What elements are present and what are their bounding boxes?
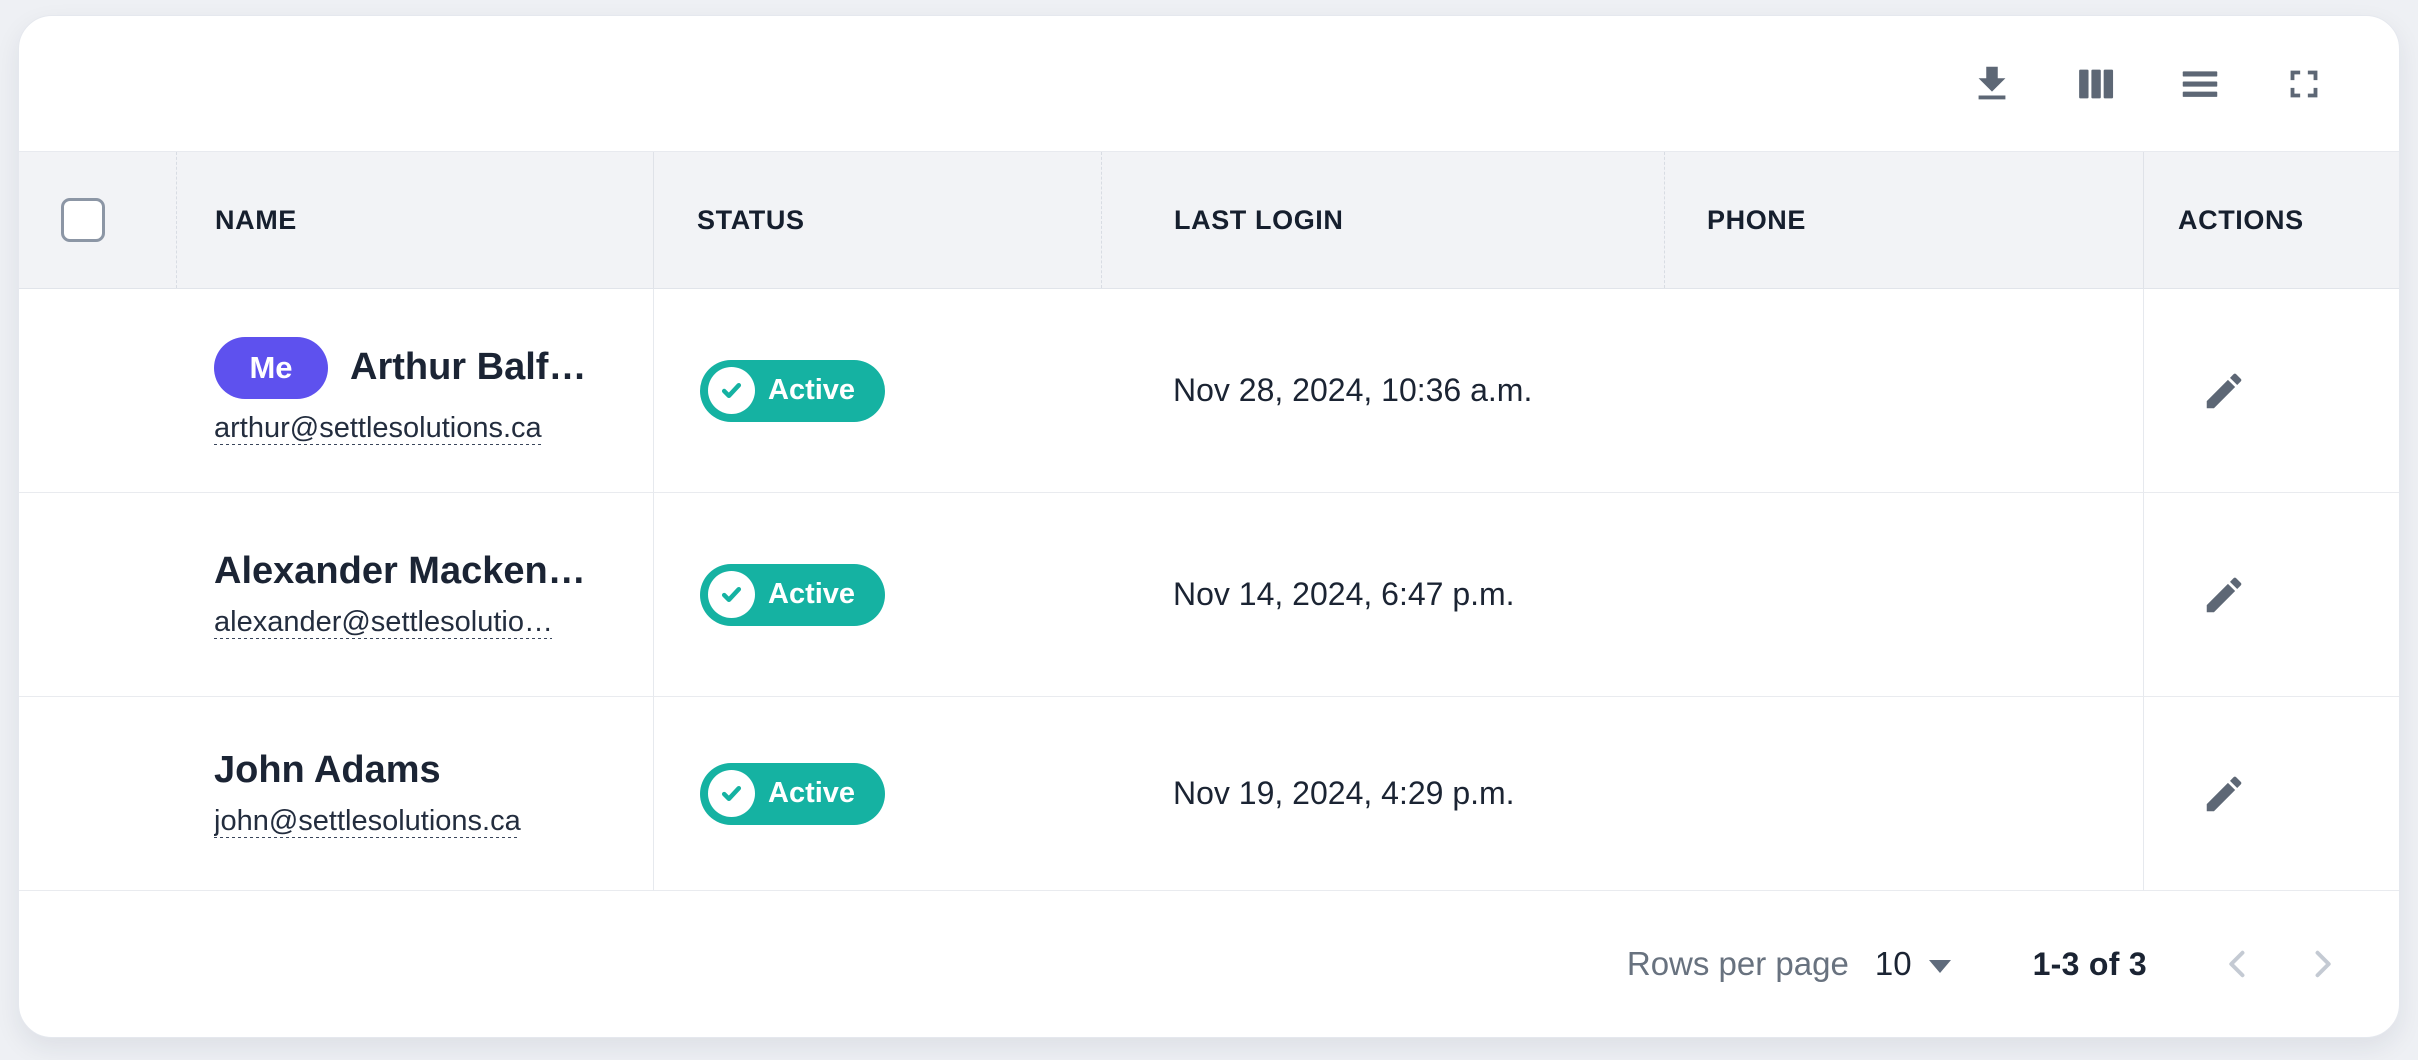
table-row: John Adams john@settlesolutions.ca Activ… bbox=[19, 697, 2399, 891]
row-cell-phone bbox=[1664, 493, 2143, 697]
row-cell-last-login: Nov 19, 2024, 4:29 p.m. bbox=[1101, 697, 1664, 891]
row-cell-status: Active bbox=[653, 493, 1101, 697]
user-email-link[interactable]: alexander@settlesolutio… bbox=[214, 606, 553, 638]
status-label: Active bbox=[768, 374, 856, 406]
row-cell-checkbox bbox=[19, 697, 176, 891]
row-cell-actions bbox=[2143, 697, 2399, 891]
density-icon bbox=[2177, 61, 2223, 107]
caret-down-icon bbox=[1928, 959, 1951, 973]
columns-icon bbox=[2073, 61, 2119, 107]
last-login-value: Nov 14, 2024, 6:47 p.m. bbox=[1173, 576, 1515, 612]
users-table-card: NAME STATUS LAST LOGIN PHONE ACTIONS Me bbox=[18, 15, 2400, 1038]
column-label-last-login: LAST LOGIN bbox=[1174, 204, 1344, 235]
edit-user-button[interactable] bbox=[2196, 766, 2252, 822]
table-footer: Rows per page 10 1-3 of 3 bbox=[19, 891, 2399, 1037]
check-icon bbox=[708, 571, 755, 618]
row-cell-actions bbox=[2143, 493, 2399, 697]
manage-columns-button[interactable] bbox=[2067, 55, 2125, 113]
pagination-range-label: 1-3 of 3 bbox=[2032, 945, 2147, 982]
chevron-right-icon bbox=[2304, 946, 2340, 982]
fullscreen-button[interactable] bbox=[2275, 55, 2333, 113]
header-cell-phone[interactable]: PHONE bbox=[1664, 152, 2143, 288]
row-cell-name: Alexander Macken… alexander@settlesoluti… bbox=[176, 493, 653, 697]
download-icon bbox=[1969, 61, 2015, 107]
table-toolbar bbox=[19, 16, 2399, 151]
chevron-left-icon bbox=[2220, 946, 2256, 982]
pencil-icon bbox=[2201, 572, 2247, 618]
user-email-link[interactable]: john@settlesolutions.ca bbox=[214, 805, 521, 837]
header-cell-name[interactable]: NAME bbox=[176, 152, 653, 288]
me-badge: Me bbox=[214, 336, 328, 399]
rows-per-page-label: Rows per page bbox=[1626, 945, 1849, 982]
density-button[interactable] bbox=[2171, 55, 2229, 113]
header-cell-last-login[interactable]: LAST LOGIN bbox=[1101, 152, 1664, 288]
row-cell-phone bbox=[1664, 289, 2143, 493]
table-row: Alexander Macken… alexander@settlesoluti… bbox=[19, 493, 2399, 697]
row-cell-phone bbox=[1664, 697, 2143, 891]
row-cell-name: John Adams john@settlesolutions.ca bbox=[176, 697, 653, 891]
row-cell-last-login: Nov 28, 2024, 10:36 a.m. bbox=[1101, 289, 1664, 493]
table-row: Me Arthur Balf… arthur@settlesolutions.c… bbox=[19, 289, 2399, 493]
last-login-value: Nov 28, 2024, 10:36 a.m. bbox=[1173, 372, 1533, 408]
export-download-button[interactable] bbox=[1963, 55, 2021, 113]
fullscreen-icon bbox=[2281, 61, 2327, 107]
status-label: Active bbox=[768, 777, 856, 809]
check-icon bbox=[708, 770, 755, 817]
user-name: John Adams bbox=[214, 749, 441, 791]
row-cell-checkbox bbox=[19, 493, 176, 697]
row-cell-name: Me Arthur Balf… arthur@settlesolutions.c… bbox=[176, 289, 653, 493]
row-cell-status: Active bbox=[653, 697, 1101, 891]
rows-per-page-value: 10 bbox=[1874, 945, 1912, 982]
check-icon bbox=[708, 367, 755, 414]
rows-per-page-select[interactable]: 10 bbox=[1875, 945, 1951, 983]
user-name: Alexander Macken… bbox=[214, 550, 586, 592]
last-login-value: Nov 19, 2024, 4:29 p.m. bbox=[1173, 775, 1515, 811]
next-page-button[interactable] bbox=[2293, 935, 2351, 993]
user-email-link[interactable]: arthur@settlesolutions.ca bbox=[214, 411, 542, 444]
select-all-checkbox[interactable] bbox=[61, 198, 105, 242]
edit-user-button[interactable] bbox=[2196, 363, 2252, 419]
user-name: Arthur Balf… bbox=[350, 346, 587, 388]
column-label-phone: PHONE bbox=[1707, 204, 1807, 235]
previous-page-button[interactable] bbox=[2209, 935, 2267, 993]
pagination-controls bbox=[2209, 935, 2351, 993]
edit-user-button[interactable] bbox=[2196, 567, 2252, 623]
column-label-name: NAME bbox=[215, 204, 297, 235]
row-cell-checkbox bbox=[19, 289, 176, 493]
header-cell-actions: ACTIONS bbox=[2143, 152, 2399, 288]
column-label-status: STATUS bbox=[697, 204, 805, 235]
row-cell-last-login: Nov 14, 2024, 6:47 p.m. bbox=[1101, 493, 1664, 697]
pencil-icon bbox=[2201, 771, 2247, 817]
column-label-actions: ACTIONS bbox=[2178, 204, 2304, 235]
status-badge: Active bbox=[700, 563, 886, 626]
row-cell-status: Active bbox=[653, 289, 1101, 493]
status-badge: Active bbox=[700, 762, 886, 825]
pencil-icon bbox=[2201, 368, 2247, 414]
status-label: Active bbox=[768, 578, 856, 610]
table-header-row: NAME STATUS LAST LOGIN PHONE ACTIONS bbox=[19, 151, 2399, 289]
status-badge: Active bbox=[700, 359, 886, 422]
header-cell-status[interactable]: STATUS bbox=[653, 152, 1101, 288]
header-cell-checkbox bbox=[19, 152, 176, 288]
row-cell-actions bbox=[2143, 289, 2399, 493]
